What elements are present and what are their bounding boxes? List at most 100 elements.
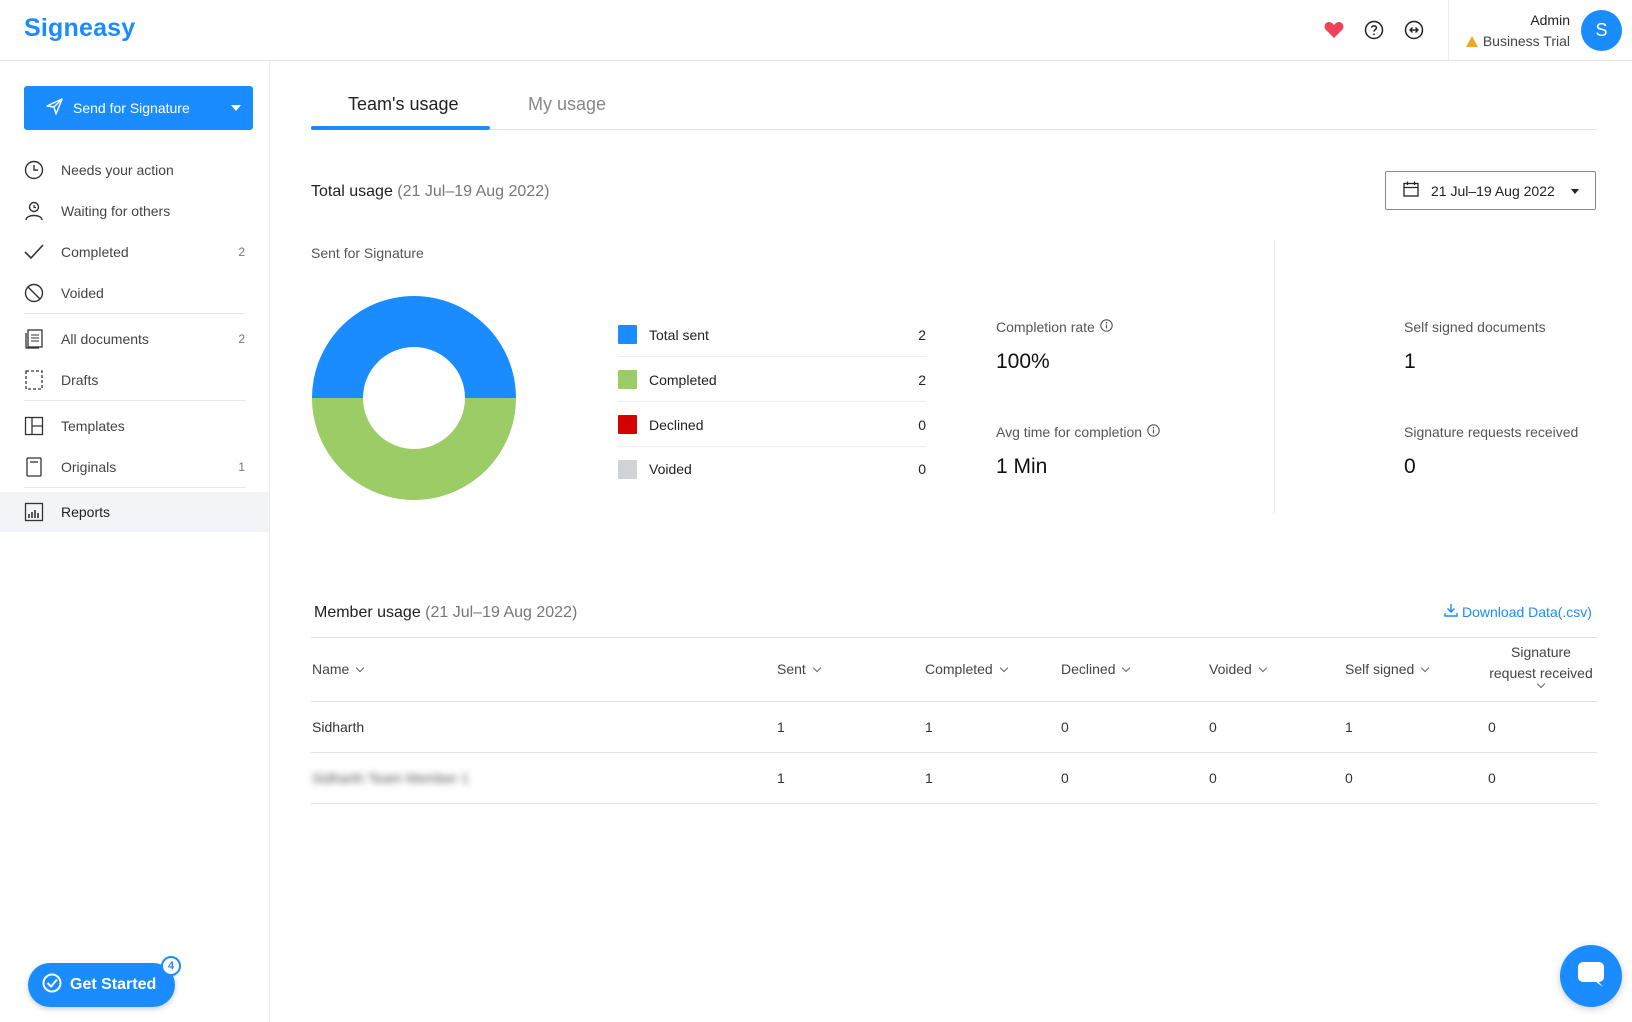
download-csv-link[interactable]: Download Data(.csv) [1444, 603, 1592, 620]
sidebar-item-label: Reports [61, 504, 111, 520]
column-label: Voided [1209, 661, 1252, 677]
chat-icon [1576, 959, 1606, 994]
checkmark-icon [24, 242, 44, 262]
sidebar-item-waiting[interactable]: Waiting for others [0, 191, 269, 231]
user-clock-icon [24, 201, 44, 221]
column-label: Sent [777, 661, 806, 677]
sidebar-item-needs-action[interactable]: Needs your action [0, 150, 269, 190]
cell-sent: 1 [777, 770, 785, 786]
chevron-down-icon [1258, 663, 1268, 672]
cell-self-signed: 1 [1345, 719, 1353, 735]
sidebar-item-originals[interactable]: Originals 1 [0, 447, 269, 487]
download-icon [1444, 603, 1458, 620]
sidebar-item-voided[interactable]: Voided [0, 273, 269, 313]
sidebar-item-count: 2 [238, 245, 245, 259]
date-range-picker[interactable]: 21 Jul–19 Aug 2022 [1385, 171, 1596, 210]
account-menu[interactable]: Admin Business Trial S [1448, 0, 1632, 61]
member-name: Sidharth [312, 719, 365, 735]
cell-voided: 0 [1209, 770, 1217, 786]
whats-new-icon[interactable] [1401, 17, 1427, 43]
sidebar-item-label: Drafts [61, 372, 99, 388]
column-header-self-signed[interactable]: Self signed [1345, 661, 1430, 677]
legend-swatch [618, 370, 637, 389]
legend-value: 2 [918, 326, 926, 343]
sidebar-item-reports[interactable]: Reports [0, 492, 269, 532]
column-header-signature-request-received[interactable]: Signature request received [1486, 642, 1596, 689]
column-label: Name [312, 661, 350, 677]
column-header-declined[interactable]: Declined [1061, 661, 1131, 677]
date-range-value: 21 Jul–19 Aug 2022 [1431, 182, 1555, 199]
cell-declined: 0 [1061, 770, 1069, 786]
legend-value: 2 [918, 371, 926, 388]
usage-donut-chart [312, 296, 516, 500]
send-dropdown-caret[interactable] [231, 105, 241, 111]
sidebar-item-count: 2 [238, 332, 245, 346]
sidebar-item-label: Voided [61, 285, 104, 301]
tab-my-usage[interactable]: My usage [528, 94, 607, 114]
column-header-sent[interactable]: Sent [777, 661, 822, 677]
self-signed-value: 1 [1404, 350, 1416, 373]
legend-value: 0 [918, 461, 926, 477]
avatar[interactable]: S [1581, 10, 1622, 51]
info-icon[interactable] [1147, 424, 1160, 440]
app-logo[interactable]: Signeasy [24, 14, 136, 42]
completion-rate-label: Completion rate [996, 319, 1113, 335]
template-icon [24, 416, 44, 436]
send-for-signature-button[interactable]: Send for Signature [24, 86, 253, 130]
sidebar-item-drafts[interactable]: Drafts [0, 360, 269, 400]
help-icon[interactable] [1361, 17, 1387, 43]
sidebar-item-label: Waiting for others [61, 203, 171, 219]
donut-slice-total-sent [312, 296, 516, 398]
requests-received-value: 0 [1404, 455, 1416, 478]
column-label: Completed [925, 661, 993, 677]
chevron-down-icon [1571, 189, 1579, 194]
cell-voided: 0 [1209, 719, 1217, 735]
usage-tabs: Team's usage My usage [311, 82, 1597, 130]
column-label: Signature request received [1489, 644, 1593, 681]
cell-self-signed: 0 [1345, 770, 1353, 786]
sidebar-item-label: Needs your action [61, 162, 174, 178]
table-row[interactable]: Sidharth 1 1 0 0 1 0 [311, 702, 1597, 753]
account-name: Admin [1530, 12, 1570, 28]
total-usage-range: (21 Jul–19 Aug 2022) [397, 183, 550, 200]
legend-item-completed: Completed 2 [618, 358, 926, 402]
tab-teams-usage[interactable]: Team's usage [348, 94, 459, 114]
legend-swatch [618, 459, 637, 479]
legend-label: Voided [649, 461, 692, 477]
legend-item-total-sent: Total sent 2 [618, 313, 926, 357]
member-name: Sidharth Team Member 1 [312, 770, 469, 786]
cell-completed: 1 [925, 719, 933, 735]
sidebar-item-completed[interactable]: Completed 2 [0, 232, 269, 272]
sidebar-item-templates[interactable]: Templates [0, 406, 269, 446]
get-started-button[interactable]: Get Started [28, 963, 175, 1007]
sidebar-item-all-documents[interactable]: All documents 2 [0, 319, 269, 359]
total-usage-label: Total usage [311, 183, 393, 200]
get-started-label: Get Started [70, 976, 157, 993]
legend-label: Declined [649, 416, 704, 433]
info-icon[interactable] [1100, 319, 1113, 335]
total-usage-title: Total usage (21 Jul–19 Aug 2022) [311, 183, 549, 201]
check-circle-icon [42, 973, 62, 998]
legend-label: Completed [649, 371, 717, 388]
draft-icon [24, 370, 44, 390]
column-header-voided[interactable]: Voided [1209, 661, 1268, 677]
plan-badge: Business Trial [1465, 33, 1570, 49]
heart-icon[interactable] [1321, 17, 1347, 43]
chevron-down-icon [1122, 663, 1131, 672]
documents-icon [24, 329, 44, 349]
column-header-completed[interactable]: Completed [925, 661, 1008, 677]
cell-completed: 1 [925, 770, 933, 786]
avg-time-label: Avg time for completion [996, 424, 1160, 440]
legend-value: 0 [918, 416, 926, 433]
table-header: Name Sent Completed Declined Voided Self… [311, 637, 1597, 702]
legend-label: Total sent [649, 326, 709, 343]
calendar-icon [1403, 181, 1419, 200]
stats-divider [1274, 240, 1275, 513]
legend-item-declined: Declined 0 [618, 403, 926, 447]
chat-support-button[interactable] [1560, 945, 1622, 1007]
column-header-name[interactable]: Name [312, 661, 365, 677]
clock-icon [24, 160, 44, 180]
cell-requests-received: 0 [1488, 770, 1496, 786]
table-row[interactable]: Sidharth Team Member 1 1 1 0 0 0 0 [311, 753, 1597, 804]
get-started-badge: 4 [161, 956, 181, 976]
